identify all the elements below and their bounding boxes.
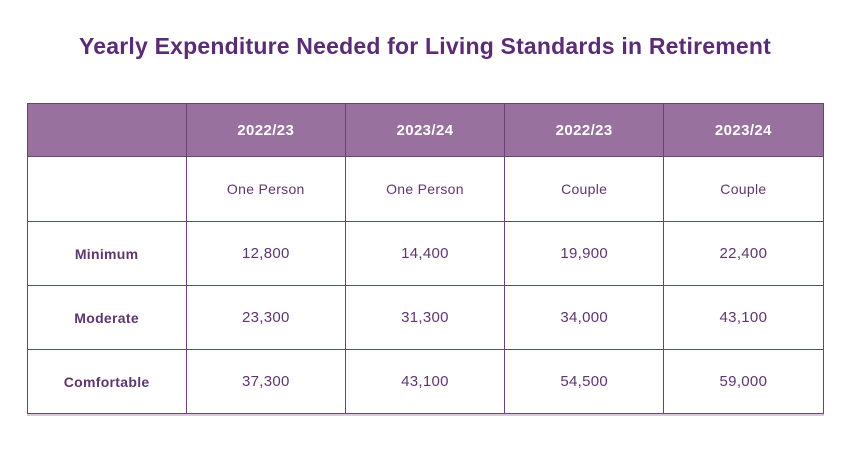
year-header-one-person-2022-23: 2022/23 — [185, 103, 346, 157]
value-cell: 34,000 — [504, 285, 665, 350]
value-cell: 22,400 — [663, 221, 824, 286]
value-cell: 54,500 — [504, 349, 665, 414]
page: Yearly Expenditure Needed for Living Sta… — [0, 33, 850, 450]
value-cell: 19,900 — [504, 221, 665, 286]
table-row-comfortable: Comfortable 37,300 43,100 54,500 59,000 — [26, 349, 824, 414]
page-title: Yearly Expenditure Needed for Living Sta… — [79, 33, 771, 59]
household-header-couple-1: Couple — [504, 156, 665, 222]
year-header-couple-2022-23: 2022/23 — [504, 103, 665, 157]
value-cell: 37,300 — [185, 349, 346, 414]
row-label-moderate: Moderate — [26, 285, 187, 350]
value-cell: 43,100 — [663, 285, 824, 350]
value-cell: 59,000 — [663, 349, 824, 414]
expenditure-table: 2022/23 2023/24 2022/23 2023/24 One Pers… — [26, 103, 824, 414]
corner-cell — [26, 103, 187, 157]
value-cell: 31,300 — [344, 285, 506, 350]
value-cell: 14,400 — [344, 221, 506, 286]
household-header-one-person-1: One Person — [185, 156, 346, 222]
household-corner-cell — [26, 156, 187, 222]
year-header-one-person-2023-24: 2023/24 — [344, 103, 506, 157]
value-cell: 43,100 — [344, 349, 506, 414]
household-header-couple-2: Couple — [663, 156, 824, 222]
household-header-one-person-2: One Person — [344, 156, 506, 222]
value-cell: 23,300 — [185, 285, 346, 350]
row-label-comfortable: Comfortable — [26, 349, 187, 414]
table-row-minimum: Minimum 12,800 14,400 19,900 22,400 — [26, 221, 824, 286]
year-header-row: 2022/23 2023/24 2022/23 2023/24 — [26, 103, 824, 157]
value-cell: 12,800 — [185, 221, 346, 286]
household-header-row: One Person One Person Couple Couple — [26, 156, 824, 222]
row-label-minimum: Minimum — [26, 221, 187, 286]
year-header-couple-2023-24: 2023/24 — [663, 103, 824, 157]
table-row-moderate: Moderate 23,300 31,300 34,000 43,100 — [26, 285, 824, 350]
